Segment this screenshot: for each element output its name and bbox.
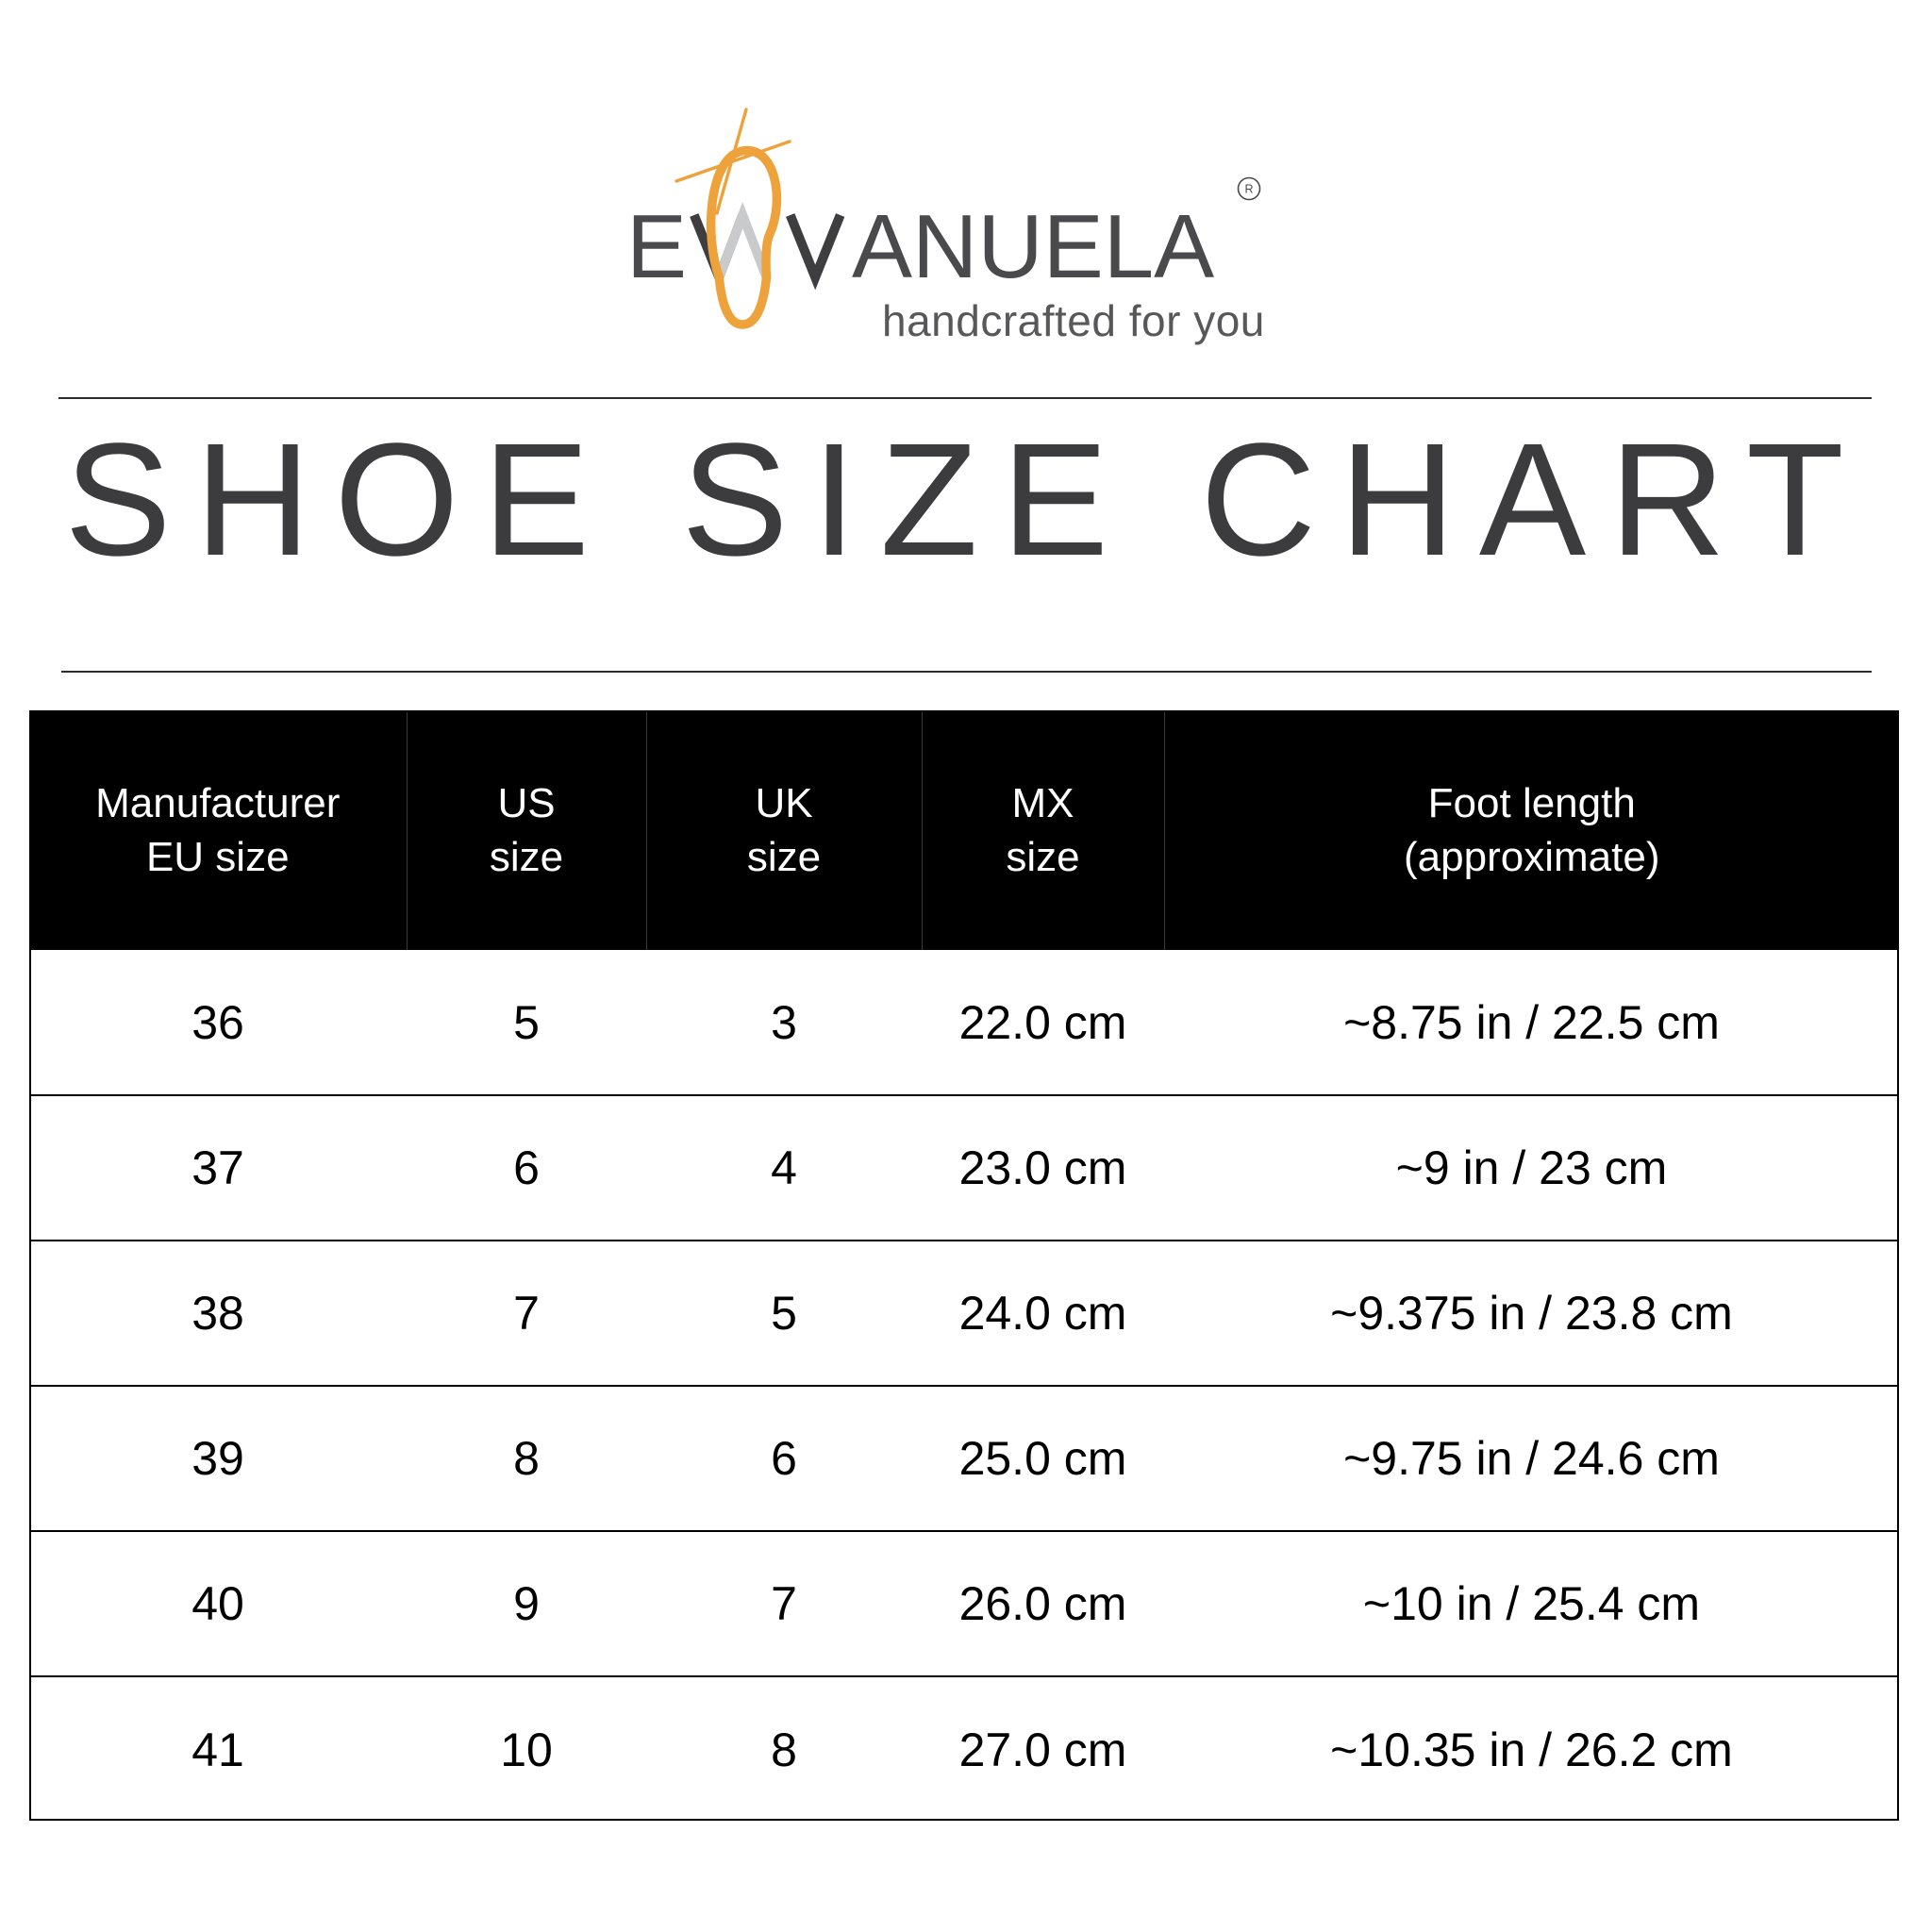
svg-text:ANUELA: ANUELA <box>852 196 1214 297</box>
svg-text:E: E <box>626 196 687 297</box>
svg-text:handcrafted for you: handcrafted for you <box>882 296 1265 345</box>
svg-text:R: R <box>1244 183 1253 196</box>
